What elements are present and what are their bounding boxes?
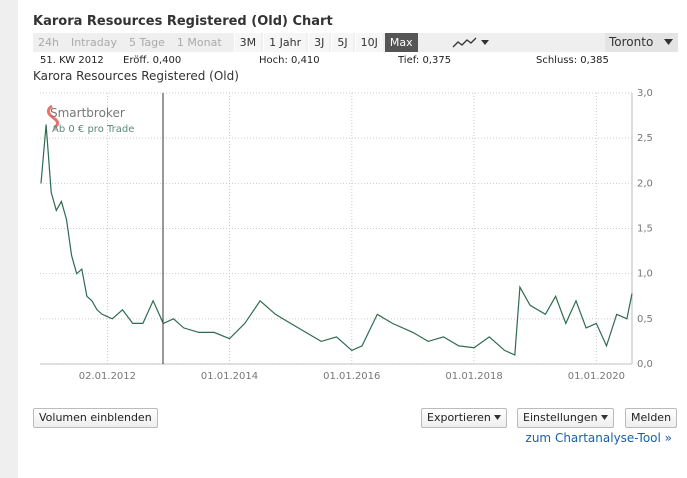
y-tick-label: 3,0	[637, 88, 653, 99]
export-label: Exportieren	[427, 411, 491, 424]
dropdown-arrow	[601, 415, 609, 420]
x-tick-label: 01.01.2014	[201, 371, 258, 382]
page-title: Karora Resources Registered (Old) Chart	[33, 14, 333, 29]
analysis-link[interactable]: zum Chartanalyse-Tool »	[525, 431, 672, 445]
y-tick-label: 0,0	[637, 359, 653, 370]
export-button[interactable]: Exportieren	[421, 408, 508, 428]
y-tick-label: 0,5	[637, 314, 653, 325]
volume-button[interactable]: Volumen einblenden	[33, 408, 158, 428]
brand-tagline: Ab 0 € pro Trade	[52, 124, 135, 135]
y-tick-label: 1,0	[637, 269, 653, 280]
range-buttons: 24h Intraday 5 Tage 1 Monat 3M 1 Jahr 3J 5J 10J M…	[33, 33, 418, 52]
x-tick-label: 01.01.2016	[323, 371, 380, 382]
exchange-select[interactable]: Toronto	[605, 33, 678, 52]
y-tick-label: 2,5	[637, 133, 653, 144]
info-high: Hoch: 0,410	[259, 55, 320, 66]
info-period: 51. KW 2012	[40, 55, 104, 66]
x-tick-label: 01.01.2020	[568, 371, 625, 382]
range-button: 24h	[38, 36, 59, 49]
exchange: Toronto	[609, 35, 654, 49]
x-tick-label: 01.01.2018	[445, 371, 502, 382]
chart-title: Karora Resources Registered (Old)	[33, 69, 239, 83]
range-button: 1 Monat	[176, 36, 222, 49]
brand-logo	[46, 104, 60, 130]
range-button[interactable]: 3J	[308, 33, 330, 52]
range-button[interactable]: 3M	[233, 33, 262, 52]
range-button[interactable]: 5J	[331, 33, 353, 52]
y-tick-label: 2,0	[637, 178, 653, 189]
report-button[interactable]: Melden	[625, 408, 678, 428]
chart-type-icon[interactable]	[452, 36, 492, 50]
dropdown-arrow	[664, 39, 673, 45]
settings-label: Einstellungen	[523, 411, 598, 424]
y-tick-label: 1,5	[637, 224, 653, 235]
price-line	[40, 124, 633, 356]
range-button[interactable]: 1 Jahr	[263, 33, 307, 52]
info-open: Eröff. 0,400	[123, 55, 182, 66]
settings-button[interactable]: Einstellungen	[517, 408, 615, 428]
x-tick-label: 02.01.2012	[79, 371, 136, 382]
range-button: 5 Tage	[129, 36, 165, 49]
info-low: Tief: 0,375	[398, 55, 452, 66]
range-button[interactable]: Max	[384, 33, 418, 52]
side-strip	[0, 0, 18, 478]
brand-name: Smartbroker	[50, 106, 125, 120]
dropdown-arrow	[494, 415, 502, 420]
info-close: Schluss: 0,385	[536, 55, 609, 66]
range-button[interactable]: 10J	[354, 33, 383, 52]
range-button: Intraday	[70, 36, 117, 49]
